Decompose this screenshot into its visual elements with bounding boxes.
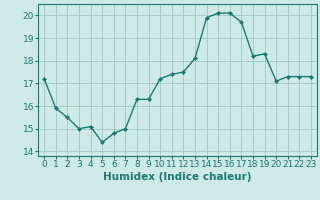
X-axis label: Humidex (Indice chaleur): Humidex (Indice chaleur) (103, 172, 252, 182)
